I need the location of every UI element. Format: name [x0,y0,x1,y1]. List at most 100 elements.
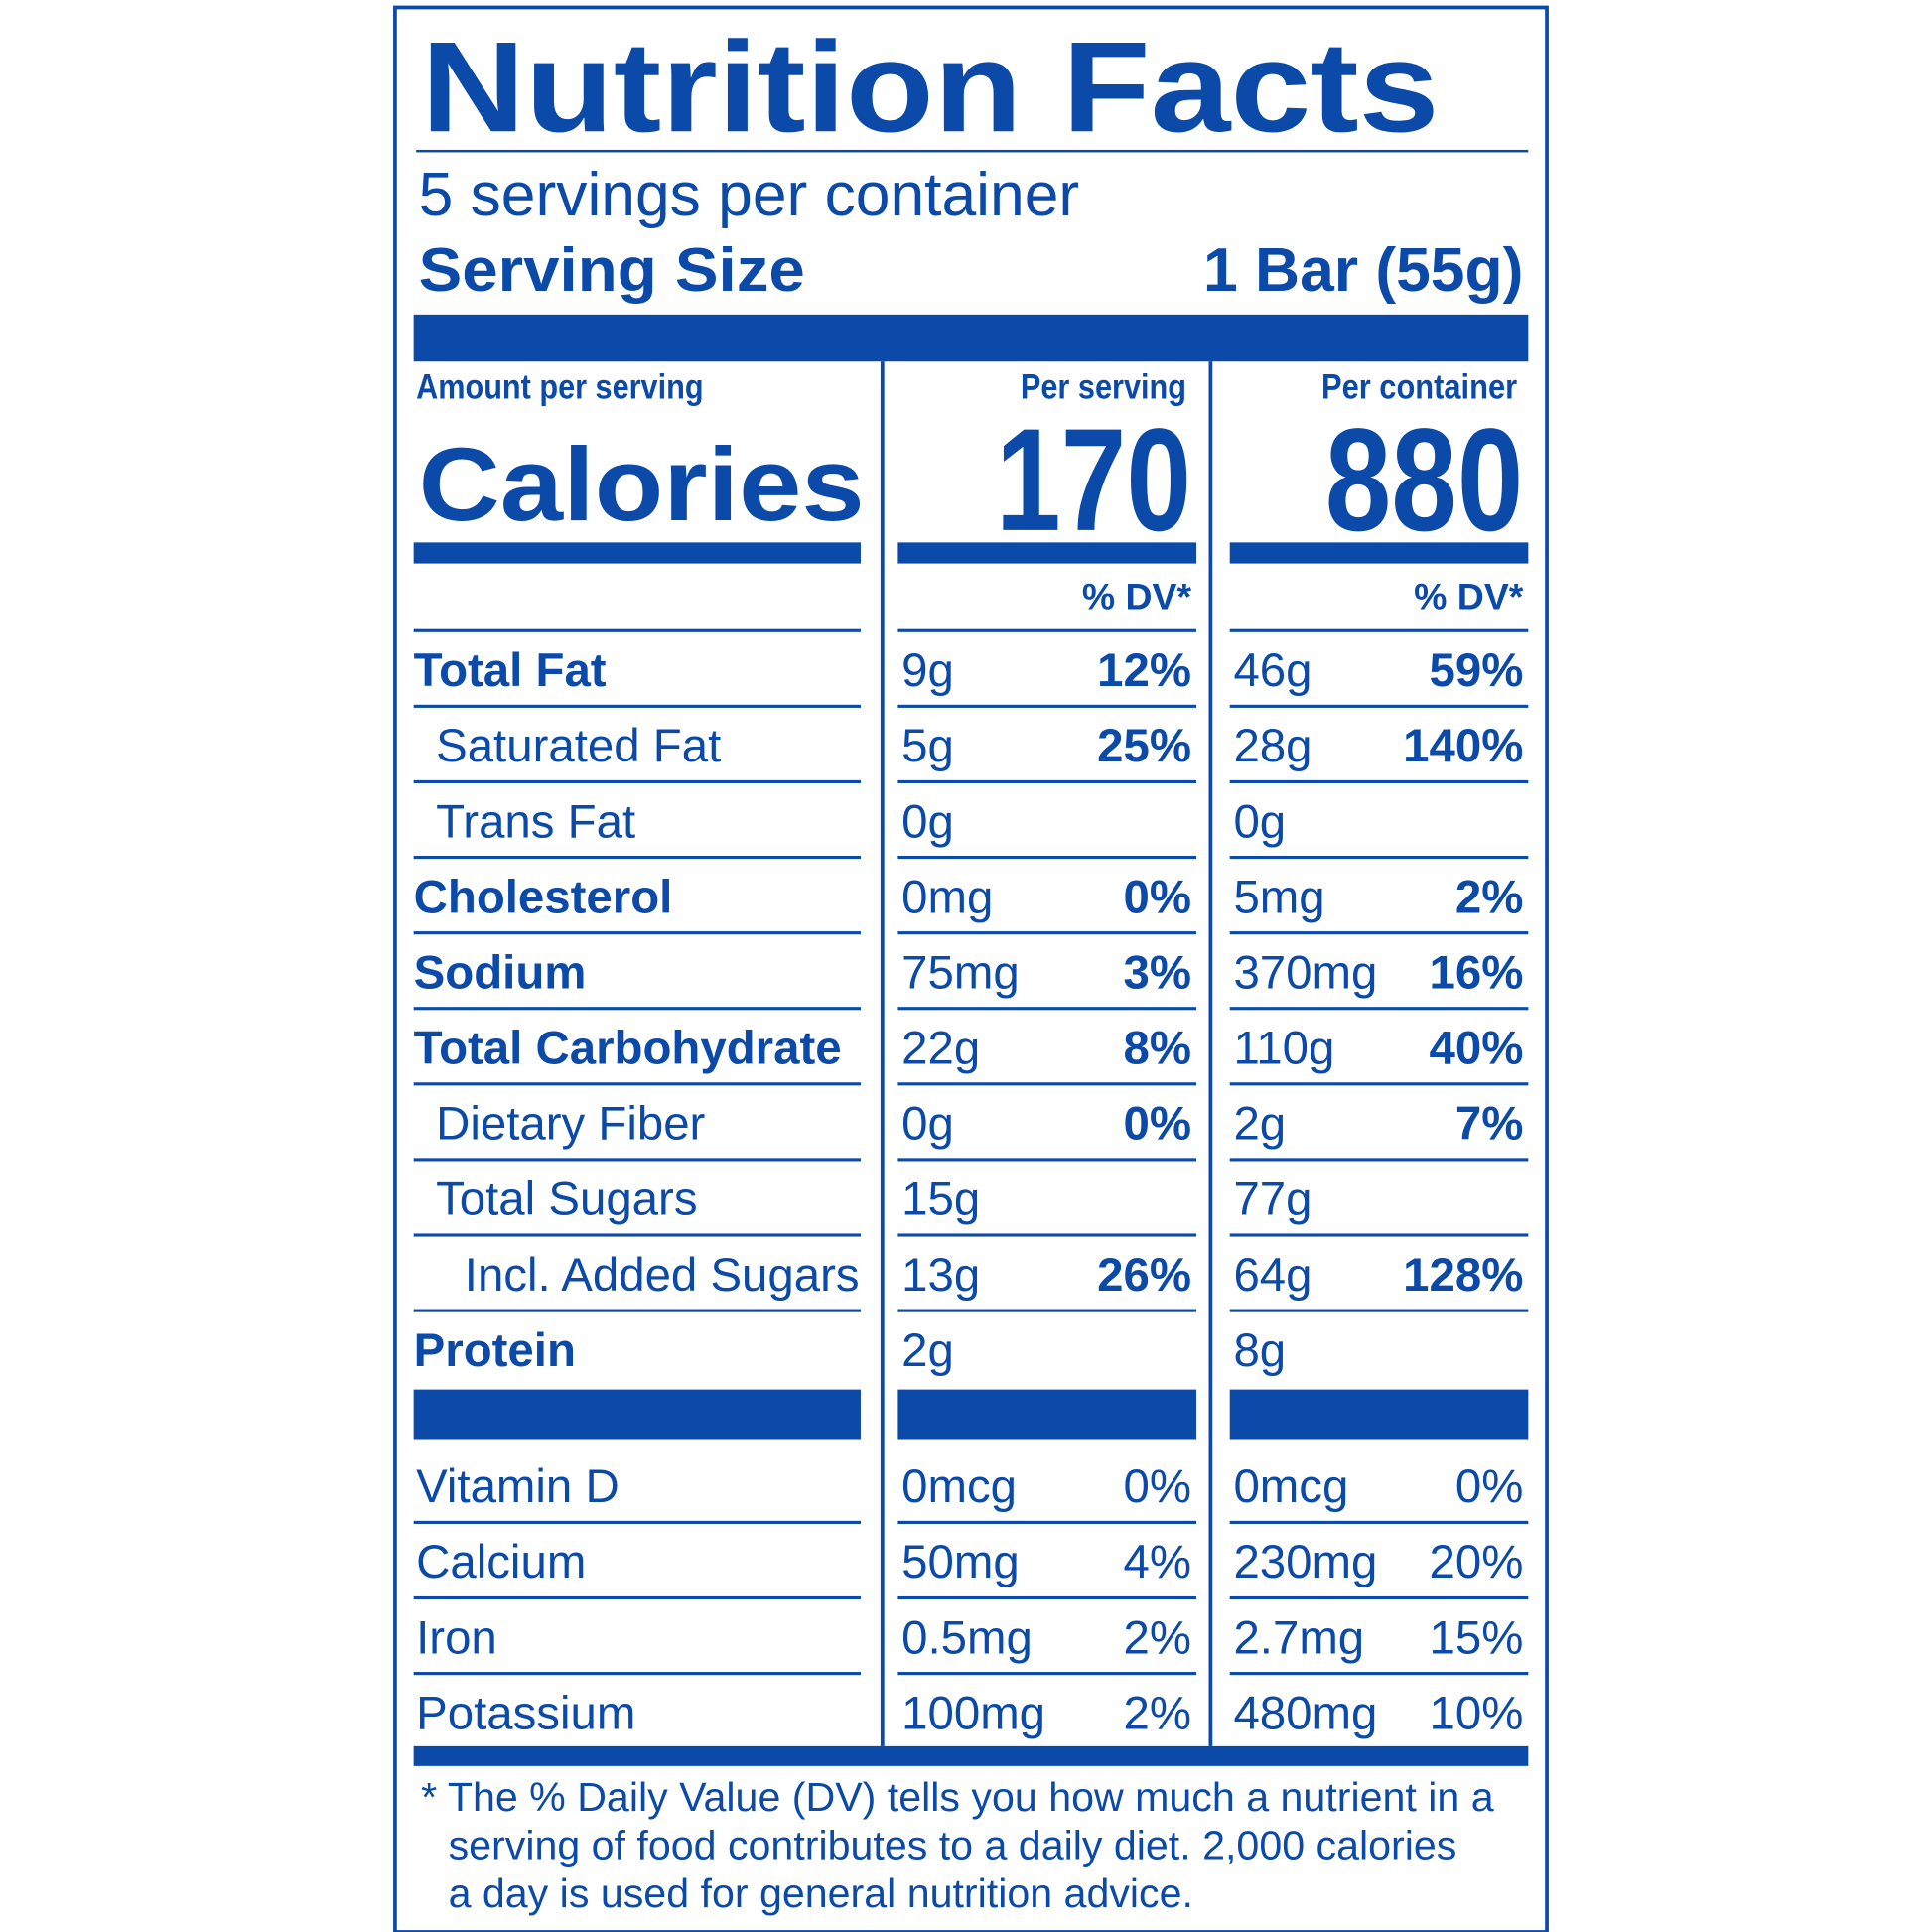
row-rule [897,1158,1197,1162]
serving-amount: 2g [901,1324,954,1377]
serving-amount: 22g [901,1023,980,1075]
container-amount: 370mg [1233,946,1377,999]
footnote-line: * The % Daily Value (DV) tells you how m… [421,1774,1494,1820]
daily-value: 4% [1124,1536,1192,1588]
serving-amount: 75mg [901,946,1020,999]
nutrient-name: Total Carbohydrate [414,1023,842,1075]
row-rule [413,1007,861,1011]
container-amount: 480mg [1233,1687,1377,1739]
row-rule [897,1082,1197,1086]
servings: 5 servings per container [419,161,1080,229]
nutrient-name: Total Fat [414,644,607,697]
container-amount: 5mg [1233,871,1324,923]
daily-value: 2% [1124,1687,1192,1739]
calories-bar [897,542,1197,564]
row-rule [1229,931,1529,935]
row-rule [897,704,1197,708]
nutrient-name: Calcium [416,1536,586,1588]
container-amount: 0g [1233,795,1286,848]
daily-value: 0% [1124,1098,1192,1151]
nutrient-name: Protein [414,1324,576,1377]
serving-amount: 5g [901,720,954,772]
row-rule [897,1520,1197,1524]
nutrient-name: Saturated Fat [436,720,721,772]
daily-value: 2% [1455,871,1524,923]
footnote-line: a day is used for general nutrition advi… [449,1870,1193,1916]
serving-amount: 13g [901,1249,980,1302]
serving-amount: 9g [901,644,954,697]
container-amount: 46g [1233,644,1311,697]
row-rule [413,931,861,935]
row-rule [413,704,861,708]
row-rule [1229,1082,1529,1086]
row-rule [413,855,861,860]
thick-bar [897,1389,1197,1440]
row-rule [413,1309,861,1312]
nutrient-name: Sodium [414,946,587,999]
row-rule [897,1309,1197,1312]
row-rule [1229,1007,1529,1011]
daily-value: 15% [1429,1611,1523,1664]
nutrient-name: Cholesterol [414,871,673,923]
row-rule [897,1007,1197,1011]
daily-value: 0% [1124,1460,1192,1513]
label-border [393,5,1549,1932]
serving-amount: 100mg [901,1687,1045,1739]
serving-amount: 0.5mg [901,1611,1033,1664]
daily-value: 140% [1403,720,1523,772]
row-rule [1229,1520,1529,1524]
serving-amount: 0mcg [901,1460,1017,1513]
container-amount: 2.7mg [1233,1611,1364,1664]
row-rule [413,628,861,632]
calories-per-serving: 170 [996,399,1191,562]
serving-amount: 15g [901,1173,980,1226]
nutrient-name: Dietary Fiber [436,1098,705,1151]
column-divider [1208,361,1213,1746]
thick-bar [413,1745,1529,1766]
row-rule [1229,779,1529,784]
daily-value: 128% [1403,1249,1523,1302]
serving-amount: 50mg [901,1536,1020,1588]
calories-bar [1229,542,1529,564]
container-amount: 110g [1233,1023,1334,1075]
nutrient-name: Trans Fat [436,795,635,848]
row-rule [413,1520,861,1524]
row-rule [897,1595,1197,1600]
thick-bar [1229,1389,1529,1440]
thick-bar [413,1389,861,1440]
amount-label: Amount per serving [416,368,703,407]
row-rule [897,855,1197,860]
daily-value: 40% [1429,1023,1523,1075]
thick-bar [413,314,1529,362]
container-amount: 230mg [1233,1536,1377,1588]
column-divider [880,361,885,1746]
daily-value: 16% [1429,946,1523,999]
title: Nutrition Facts [421,16,1439,159]
container-amount: 8g [1233,1324,1286,1377]
row-rule [1229,1233,1529,1237]
daily-value: 0% [1455,1460,1524,1513]
row-rule [413,1672,861,1676]
row-rule [1229,1672,1529,1676]
nutrient-name: Incl. Added Sugars [465,1249,860,1302]
row-rule [1229,628,1529,632]
daily-value: 3% [1124,946,1192,999]
dv-header: % DV* [1082,576,1192,618]
nutrient-name: Potassium [416,1687,635,1739]
container-amount: 0mcg [1233,1460,1348,1513]
row-rule [897,779,1197,784]
row-rule [1229,1309,1529,1312]
dv-header: % DV* [1414,576,1524,618]
daily-value: 26% [1097,1249,1191,1302]
container-amount: 77g [1233,1173,1311,1226]
row-rule [897,1672,1197,1676]
daily-value: 20% [1429,1536,1523,1588]
row-rule [413,1595,861,1600]
serving-amount: 0g [901,1098,954,1151]
row-rule [897,931,1197,935]
serving-amount: 0g [901,795,954,848]
daily-value: 10% [1429,1687,1523,1739]
nutrient-name: Total Sugars [436,1173,697,1226]
